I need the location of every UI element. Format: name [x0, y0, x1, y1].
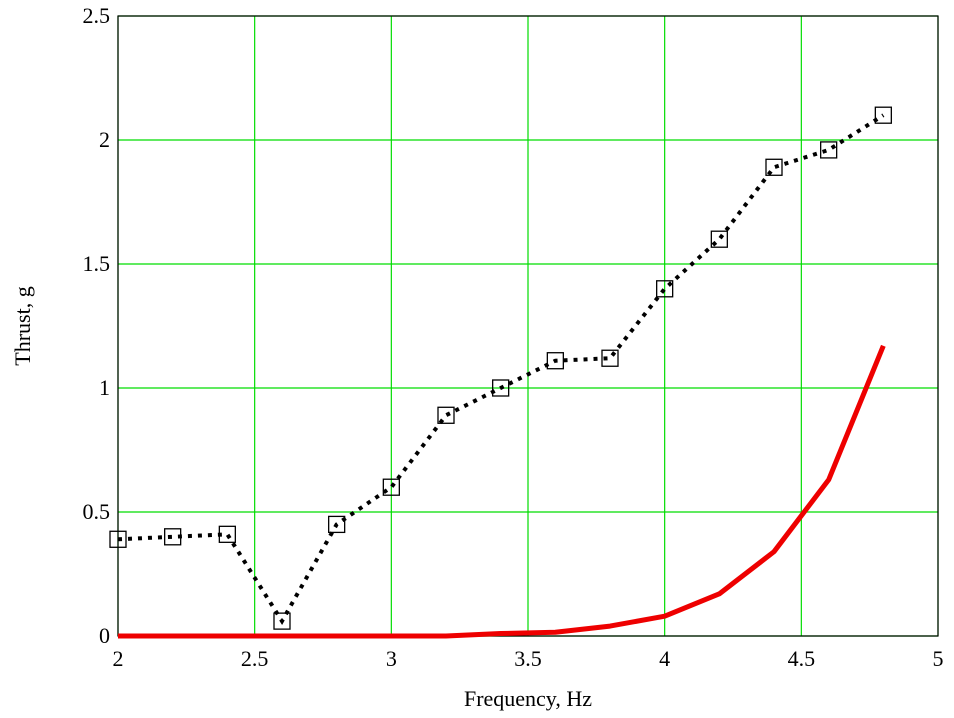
- y-axis-title: Thrust, g: [10, 286, 35, 365]
- y-tick-label: 1: [99, 375, 110, 400]
- y-tick-label: 1.5: [83, 251, 111, 276]
- series-1-line: [117, 113, 885, 626]
- x-tick-label: 4: [659, 646, 670, 671]
- series-1-marker: [437, 406, 455, 424]
- y-tick-label: 2: [99, 127, 110, 152]
- series-1-marker: [546, 352, 564, 370]
- x-axis-title: Frequency, Hz: [464, 686, 592, 711]
- x-tick-label: 2.5: [241, 646, 269, 671]
- x-tick-label: 5: [933, 646, 944, 671]
- series-1-marker: [109, 530, 127, 548]
- tick-labels: 2 2.5 3 3.5 4 4.5 5 0 0.5 1 1.5 2 2.5: [83, 3, 944, 671]
- series-1-marker: [710, 230, 728, 248]
- series-1-marker: [492, 379, 510, 397]
- series-1-marker: [218, 525, 236, 543]
- series-2-line: [118, 344, 886, 639]
- x-tick-label: 2: [113, 646, 124, 671]
- series-1-marker: [273, 612, 291, 630]
- series-1-marker: [382, 478, 400, 496]
- plot-area-frame: [117, 15, 939, 637]
- y-tick-label: 2.5: [83, 3, 111, 28]
- series-1-marker: [164, 528, 182, 546]
- series-1-marker: [328, 515, 346, 534]
- series-1-marker: [820, 141, 838, 159]
- series-1-marker: [765, 158, 783, 176]
- x-tick-label: 3.5: [514, 646, 542, 671]
- series-1-marker: [874, 106, 892, 124]
- x-tick-label: 3: [386, 646, 397, 671]
- x-tick-label: 4.5: [788, 646, 816, 671]
- series-1-marker: [601, 349, 619, 367]
- y-tick-label: 0: [99, 623, 110, 648]
- y-tick-label: 0.5: [83, 499, 111, 524]
- series-1-marker: [656, 280, 674, 298]
- series-layer: [109, 106, 892, 639]
- grid: [117, 15, 939, 637]
